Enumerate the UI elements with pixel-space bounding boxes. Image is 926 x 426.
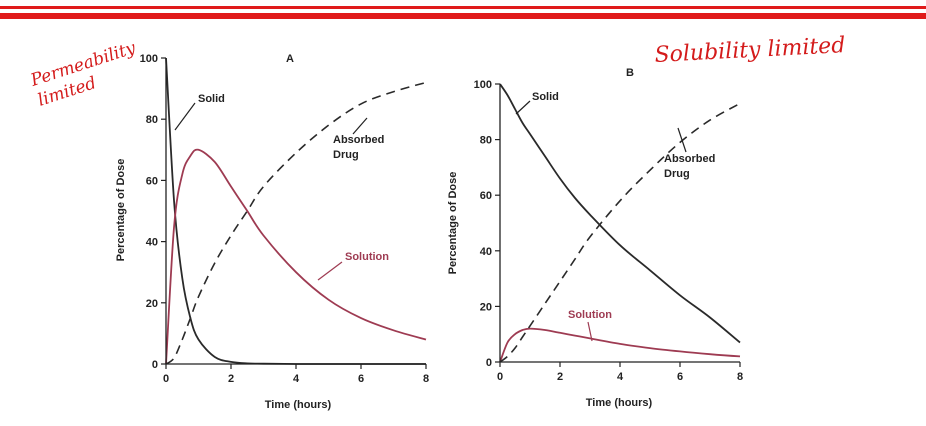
y-tick-label-a: 20 <box>146 298 158 310</box>
series-layer-b <box>499 83 741 363</box>
y-tick-label-b: 0 <box>486 357 492 369</box>
y-tick-label-a: 40 <box>146 237 158 249</box>
leader-solution-b <box>587 321 593 342</box>
leader-absorbed-a <box>352 117 368 135</box>
x-tick-label-a: 4 <box>293 373 300 385</box>
header-rule-bottom <box>0 13 926 19</box>
series-line-absorbed-drug-b <box>499 102 741 363</box>
y-tick-label-b: 60 <box>480 190 492 202</box>
panel-label-a: A <box>286 53 294 65</box>
x-axis-label-b: Time (hours) <box>586 397 653 409</box>
series-line-solution-a <box>165 148 427 365</box>
x-tick-label-b: 0 <box>497 371 503 383</box>
y-tick-label-b: 40 <box>480 246 492 258</box>
y-axis-label-a: Percentage of Dose <box>115 159 127 262</box>
leader-solid-a <box>174 102 196 131</box>
y-tick-label-a: 80 <box>146 114 158 126</box>
label-drug-a: Drug <box>333 149 359 161</box>
handwritten-note-solubility: Solubility limited <box>654 33 846 68</box>
series-line-solution-b <box>499 327 741 363</box>
label-absorbed-a: Absorbed <box>333 134 384 146</box>
series-line-solid-b <box>499 83 741 344</box>
y-tick-label-a: 100 <box>140 53 158 65</box>
x-tick-label-b: 8 <box>737 371 743 383</box>
series-line-absorbed-drug-a <box>165 81 427 365</box>
x-tick-label-a: 2 <box>228 373 234 385</box>
leader-absorbed-b <box>677 127 687 153</box>
label-solid-b: Solid <box>532 91 559 103</box>
x-tick-label-a: 6 <box>358 373 364 385</box>
label-solid-a: Solid <box>198 93 225 105</box>
y-tick-label-a: 60 <box>146 175 158 187</box>
leader-solid-b <box>515 100 531 115</box>
x-tick-label-a: 8 <box>423 373 429 385</box>
y-tick-label-b: 80 <box>480 135 492 147</box>
label-solution-b: Solution <box>568 309 612 321</box>
x-tick-label-b: 6 <box>677 371 683 383</box>
y-axis-label-b: Percentage of Dose <box>447 172 459 275</box>
x-tick-label-b: 2 <box>557 371 563 383</box>
y-tick-label-b: 100 <box>474 79 492 91</box>
y-tick-label-b: 20 <box>480 301 492 313</box>
leader-solution-a <box>317 261 343 281</box>
label-absorbed-b: Absorbed <box>664 153 715 165</box>
label-drug-b: Drug <box>664 168 690 180</box>
x-tick-label-b: 4 <box>617 371 624 383</box>
x-tick-label-a: 0 <box>163 373 169 385</box>
x-axis-label-a: Time (hours) <box>265 399 332 411</box>
label-solution-a: Solution <box>345 251 389 263</box>
y-tick-label-a: 0 <box>152 359 158 371</box>
header-rule-top <box>0 6 926 9</box>
panel-label-b: B <box>626 67 634 79</box>
